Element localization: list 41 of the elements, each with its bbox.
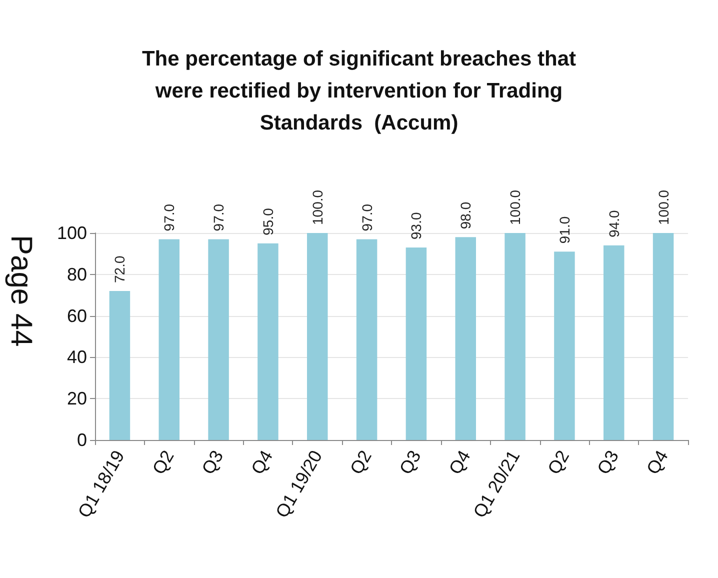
data-label: 98.0 — [458, 202, 474, 230]
data-label: 100.0 — [309, 190, 326, 225]
data-label: 97.0 — [161, 204, 178, 232]
x-tick-label: Q4 — [642, 447, 672, 478]
x-tick-label: Q2 — [148, 447, 178, 478]
x-tick-label: Q2 — [346, 447, 376, 478]
y-tick-label: 40 — [66, 347, 87, 368]
x-tick-label: Q3 — [593, 447, 623, 478]
bar — [603, 245, 624, 440]
bar — [455, 237, 476, 440]
x-tick-label: Q4 — [247, 447, 277, 478]
data-label: 91.0 — [556, 216, 572, 244]
y-tick-label: 80 — [66, 264, 87, 284]
bar — [504, 233, 526, 440]
data-label: 94.0 — [606, 210, 622, 238]
bar — [208, 239, 229, 440]
bar — [258, 243, 278, 440]
data-label: 97.0 — [210, 204, 227, 232]
y-tick-label: 20 — [66, 388, 87, 409]
x-tick-label: Q3 — [396, 447, 425, 478]
data-label: 93.0 — [408, 212, 424, 240]
data-label: 100.0 — [655, 190, 672, 225]
data-label: 100.0 — [507, 190, 524, 225]
bar — [356, 239, 378, 440]
chart-title: The percentage of significant breaches that were rectified by intervention for Trading Standards (Accum) — [142, 48, 576, 134]
data-label: 72.0 — [112, 256, 128, 283]
bar — [109, 290, 130, 440]
bar — [554, 252, 575, 440]
text: Page 44 — [4, 235, 38, 347]
y-tick-label: 0 — [76, 430, 87, 450]
bar — [406, 247, 427, 440]
bar — [307, 233, 328, 440]
bar — [652, 233, 674, 440]
y-tick-label: 60 — [66, 306, 87, 326]
x-tick-label: Q4 — [444, 447, 474, 478]
x-tick-label: Q3 — [198, 447, 228, 478]
x-tick-label: Q2 — [544, 447, 574, 478]
data-label: 97.0 — [358, 204, 375, 232]
bar — [158, 239, 180, 440]
y-tick-label: 100 — [56, 223, 87, 243]
data-label: 95.0 — [260, 208, 276, 236]
